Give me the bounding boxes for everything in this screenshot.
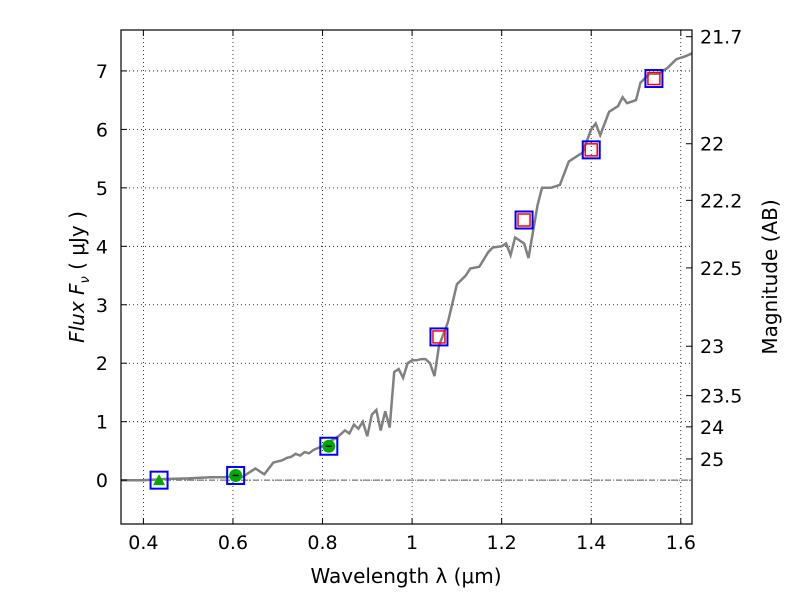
y-tick-label: 0 xyxy=(96,470,108,492)
observed-point-box xyxy=(226,465,246,485)
green-triangle-marker xyxy=(153,474,166,486)
observed-point-box xyxy=(644,69,664,89)
x-tick-label: 1.4 xyxy=(576,532,606,554)
model-point-box xyxy=(584,143,598,157)
observed-point-box xyxy=(149,470,169,490)
y-tick-label: 6 xyxy=(96,119,108,141)
y2-tick-label: 25 xyxy=(700,449,724,471)
observed-point-box xyxy=(514,210,534,230)
model-point-box xyxy=(517,213,531,227)
y2-tick-label: 22.2 xyxy=(700,190,742,212)
x-tick-label: 1.6 xyxy=(666,532,696,554)
model-point-box xyxy=(432,330,446,344)
y-axis-label-unit: ( μJy ) xyxy=(65,211,89,276)
y-tick-label: 5 xyxy=(96,178,108,200)
x-tick-label: 1.2 xyxy=(487,532,517,554)
y-axis-label: Flux Fν ( μJy ) xyxy=(65,211,93,343)
y-axis-label-sub: ν xyxy=(78,276,93,283)
y-tick-label: 3 xyxy=(96,295,108,317)
x-tick-label: 0.8 xyxy=(307,532,337,554)
y2-tick-label: 23 xyxy=(700,336,724,358)
y-axis-label-main: Flux F xyxy=(65,283,89,343)
x-tick-label: 1 xyxy=(406,532,418,554)
x-tick-label: 0.6 xyxy=(218,532,248,554)
y-tick-label: 2 xyxy=(96,353,108,375)
y2-tick-label: 21.7 xyxy=(700,27,742,49)
y2-tick-label: 22.5 xyxy=(700,258,742,280)
model-point-box xyxy=(647,71,661,86)
photometry-markers xyxy=(149,69,664,490)
plot-background xyxy=(121,30,692,524)
y2-axis-label: Magnitude (AB) xyxy=(758,199,782,354)
x-axis-label: Wavelength λ (μm) xyxy=(310,564,501,588)
y2-tick-label: 23.5 xyxy=(700,386,742,408)
plot-frame xyxy=(120,29,693,525)
y2-tick-label: 24 xyxy=(700,417,724,439)
observed-point-box xyxy=(429,327,449,347)
observed-point-box xyxy=(581,140,601,160)
y-tick-label: 7 xyxy=(96,61,108,83)
spectrum-line xyxy=(121,52,692,482)
x-tick-label: 0.4 xyxy=(128,532,158,554)
observed-point-box xyxy=(319,436,339,456)
y2-tick-label: 22 xyxy=(700,134,724,156)
ticks: 0.4 0.6 0.8 1 1.2 1.4 1.60123456721.72222.222.… xyxy=(96,27,742,554)
y-tick-label: 1 xyxy=(96,412,108,434)
y-tick-label: 4 xyxy=(96,236,108,258)
